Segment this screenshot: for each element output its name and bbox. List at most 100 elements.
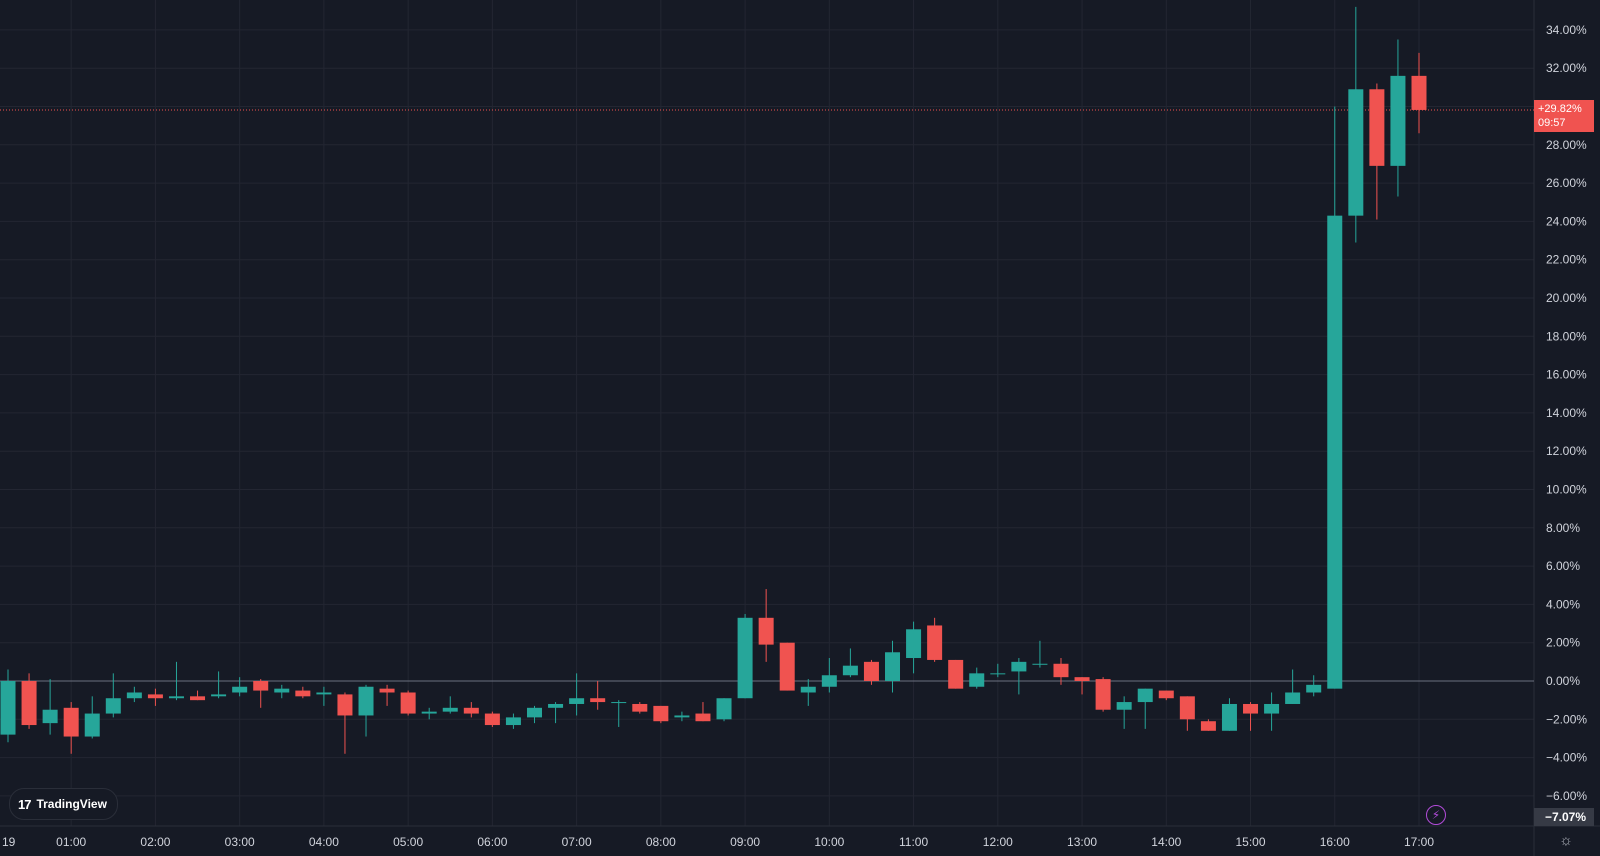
countdown-label: 09:57	[1538, 117, 1566, 129]
y-tick-label: 2.00%	[1546, 636, 1580, 650]
candle-body	[653, 705, 669, 722]
candle-body	[274, 688, 290, 693]
candle-body	[611, 702, 627, 704]
y-tick-label: 4.00%	[1546, 597, 1580, 611]
candle-body	[1032, 663, 1048, 665]
low-value-tag: −7.07%	[1534, 808, 1594, 826]
x-tick-label: 09:00	[730, 835, 760, 849]
tradingview-logo-text: TradingView	[36, 797, 107, 811]
candle-body	[1243, 703, 1259, 714]
x-tick-label: 13:00	[1067, 835, 1097, 849]
current-price-tag: +29.82% 09:57	[1534, 100, 1594, 132]
candle-body	[211, 694, 227, 697]
candle-body	[758, 617, 774, 645]
candle-body	[463, 707, 479, 714]
y-tick-label: 26.00%	[1546, 176, 1587, 190]
candle-body	[337, 694, 353, 716]
candle-body	[885, 652, 901, 681]
current-value-label: +29.82%	[1538, 103, 1582, 115]
y-tick-label: 10.00%	[1546, 483, 1587, 497]
candle-body	[1221, 703, 1237, 731]
tradingview-mark-icon: 17	[18, 796, 32, 812]
x-tick-label: 06:00	[477, 835, 507, 849]
y-tick-label: 8.00%	[1546, 521, 1580, 535]
y-tick-label: 28.00%	[1546, 138, 1587, 152]
y-tick-label: 12.00%	[1546, 444, 1587, 458]
y-tick-label: 20.00%	[1546, 291, 1587, 305]
x-tick-label: 12:00	[983, 835, 1013, 849]
candle-body	[548, 703, 564, 708]
candle-body	[1327, 215, 1343, 689]
candle-body	[442, 707, 458, 712]
lightning-icon[interactable]: ⚡︎	[1426, 805, 1446, 825]
candle-body	[906, 629, 922, 659]
y-tick-label: −6.00%	[1546, 789, 1587, 803]
x-tick-label: 01:00	[56, 835, 86, 849]
candle-body	[1264, 703, 1280, 714]
y-tick-label: 6.00%	[1546, 559, 1580, 573]
candle-body	[295, 690, 311, 697]
x-tick-label: 10:00	[814, 835, 844, 849]
candle-body	[1306, 684, 1322, 693]
candle-body	[1116, 702, 1132, 710]
candle-body	[674, 715, 690, 718]
settings-icon[interactable]: ☼	[1559, 831, 1573, 849]
x-tick-label: 14:00	[1151, 835, 1181, 849]
candle-body	[1011, 661, 1027, 672]
candle-body	[1200, 721, 1216, 731]
candle-body	[632, 703, 648, 712]
y-tick-label: 0.00%	[1546, 674, 1580, 688]
x-tick-label: 07:00	[562, 835, 592, 849]
y-tick-label: 32.00%	[1546, 61, 1587, 75]
candle-body	[232, 686, 248, 693]
candle-body	[1348, 89, 1364, 216]
candle-body	[190, 696, 206, 701]
candle-body	[842, 665, 858, 676]
x-tick-label: 19	[2, 835, 16, 849]
candle-body	[948, 659, 964, 689]
x-tick-label: 04:00	[309, 835, 339, 849]
candle-body	[505, 717, 521, 726]
candle-body	[0, 681, 16, 735]
x-tick-label: 08:00	[646, 835, 676, 849]
candle-body	[1179, 696, 1195, 720]
y-tick-label: 18.00%	[1546, 329, 1587, 343]
x-tick-label: 03:00	[225, 835, 255, 849]
candle-body	[126, 692, 142, 699]
x-tick-label: 17:00	[1404, 835, 1434, 849]
candle-body	[990, 673, 1006, 675]
candle-body	[1074, 677, 1090, 681]
candle-body	[779, 642, 795, 691]
x-tick-label: 02:00	[140, 835, 170, 849]
y-tick-label: −2.00%	[1546, 712, 1587, 726]
candle-body	[927, 625, 943, 660]
candle-body	[1095, 679, 1111, 710]
y-tick-label: 24.00%	[1546, 214, 1587, 228]
candle-body	[21, 681, 37, 726]
y-tick-label: 14.00%	[1546, 406, 1587, 420]
candle-body	[42, 709, 58, 724]
candle-body	[695, 713, 711, 722]
candle-body	[400, 692, 416, 714]
candle-body	[168, 696, 184, 699]
candle-body	[421, 711, 437, 714]
candle-body	[1158, 690, 1174, 699]
candle-body	[590, 698, 606, 703]
candle-body	[969, 673, 985, 687]
candle-body	[484, 713, 500, 726]
candle-body	[253, 681, 269, 691]
candle-body	[1137, 688, 1153, 703]
candle-body	[821, 675, 837, 687]
x-tick-label: 15:00	[1236, 835, 1266, 849]
y-tick-label: 22.00%	[1546, 253, 1587, 267]
tradingview-logo[interactable]: 17 TradingView	[9, 788, 118, 820]
x-tick-label: 05:00	[393, 835, 423, 849]
candle-body	[358, 686, 374, 716]
candle-body	[84, 713, 100, 737]
candle-body	[1369, 89, 1385, 166]
candle-body	[526, 707, 542, 718]
x-tick-label: 16:00	[1320, 835, 1350, 849]
candle-body	[1390, 75, 1406, 166]
